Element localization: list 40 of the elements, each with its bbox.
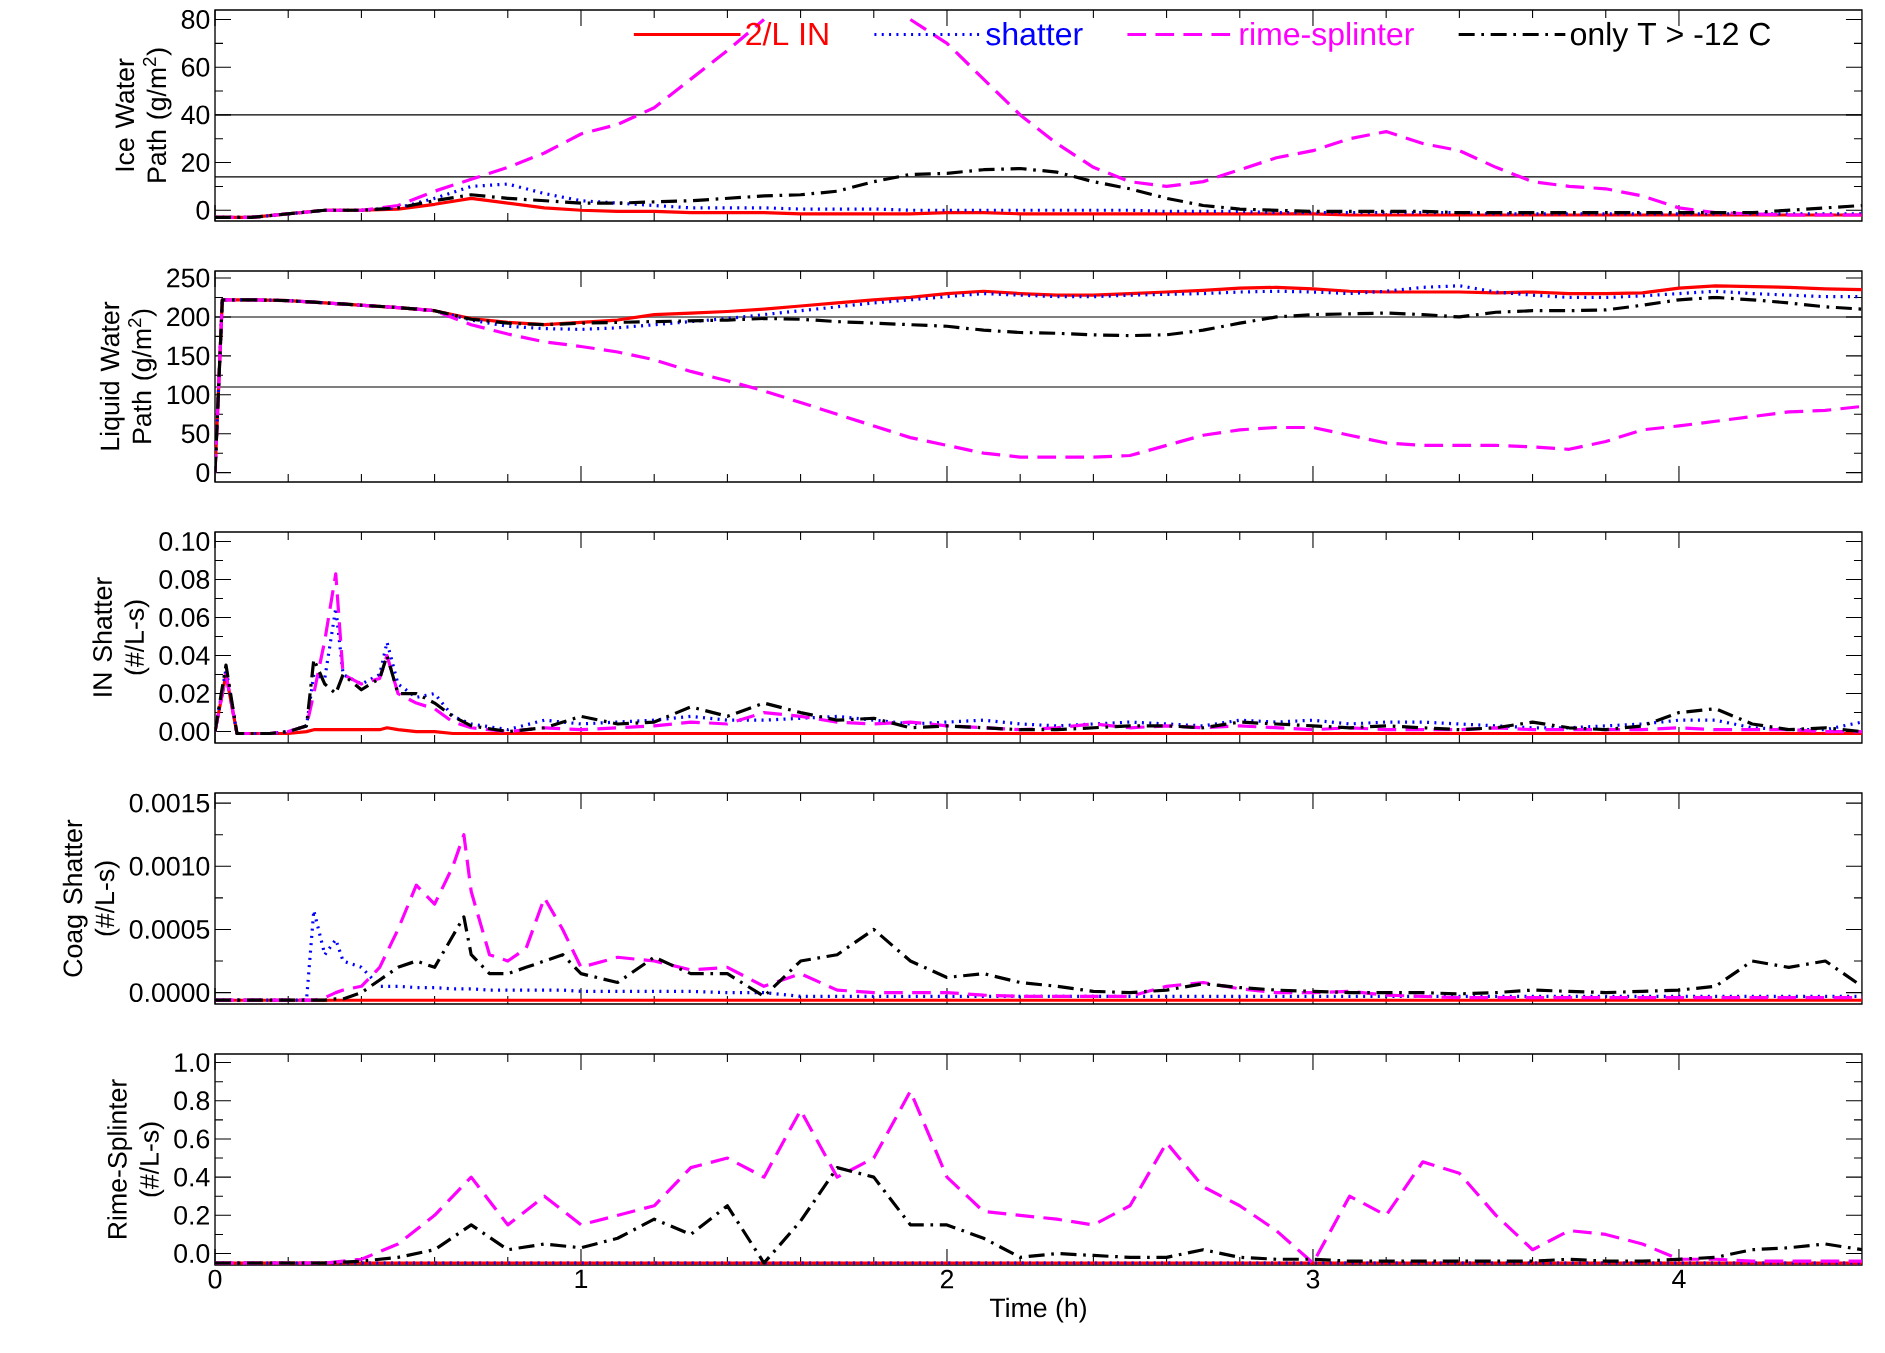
y-tick-label: 0.08	[159, 570, 210, 589]
y-tick-label: 0.02	[159, 684, 209, 703]
y-tick-label: 0.00	[159, 722, 210, 742]
y-tick-label: 80	[181, 10, 210, 29]
legend-label: shatter	[986, 21, 1083, 46]
y-tick-label: 200	[167, 307, 210, 327]
y-tick-label: 150	[167, 346, 210, 366]
y-axis-title: Rime-Splinter (#/L-s)	[107, 1079, 165, 1239]
y-tick-label: 1.0	[175, 1053, 210, 1073]
y-axis-title: IN Shatter (#/L-s)	[92, 577, 150, 696]
y-tick-label: 0.0000	[129, 983, 210, 1003]
y-tick-label: 0.6	[174, 1129, 210, 1149]
x-tick-label: 1	[575, 1269, 588, 1289]
legend-label: rime-splinter	[1240, 21, 1414, 52]
x-tick-label: 2	[940, 1269, 954, 1289]
y-tick-label: 0	[196, 463, 210, 483]
y-tick-label: 40	[181, 105, 210, 125]
y-tick-label: 0.04	[159, 646, 210, 665]
y-tick-label: 0.2	[174, 1205, 209, 1225]
x-tick-label: 4	[1672, 1269, 1686, 1289]
y-axis-title: Ice Water Path (g/m$^{2}$)	[115, 48, 172, 182]
x-tick-label: 3	[1306, 1269, 1320, 1289]
y-tick-label: 0.4	[174, 1167, 210, 1187]
y-tick-label: 0	[196, 200, 210, 220]
y-tick-label: 100	[167, 385, 210, 405]
y-tick-label: 0.10	[159, 532, 210, 551]
y-tick-label: 60	[182, 57, 210, 77]
y-tick-label: 0.0015	[129, 793, 210, 813]
legend-label: 2/L IN	[746, 21, 828, 46]
y-axis-title: Coag Shatter (#/L-s)	[62, 819, 120, 977]
y-tick-label: 0.8	[174, 1091, 210, 1111]
y-tick-label: 0.06	[159, 608, 210, 627]
x-axis-title: Time (h)	[989, 1297, 1086, 1323]
y-tick-label: 250	[167, 268, 210, 288]
y-tick-label: 50	[181, 424, 210, 444]
y-tick-label: 20	[181, 153, 210, 172]
y-tick-label: 0.0	[174, 1244, 210, 1263]
legend-label: only T > -12 C	[1570, 21, 1771, 52]
y-tick-label: 0.0010	[129, 856, 210, 876]
y-tick-label: 0.0005	[129, 920, 210, 939]
